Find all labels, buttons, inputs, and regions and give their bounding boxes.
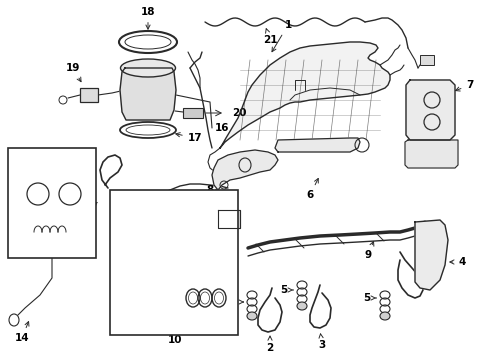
Text: 7: 7: [455, 80, 473, 91]
Text: 8: 8: [206, 185, 217, 201]
Text: 4: 4: [449, 257, 465, 267]
Ellipse shape: [120, 59, 175, 77]
Polygon shape: [414, 220, 447, 290]
Text: 18: 18: [141, 7, 155, 29]
Ellipse shape: [379, 312, 389, 320]
Text: 10: 10: [167, 335, 182, 345]
Text: 21: 21: [262, 29, 277, 45]
Polygon shape: [120, 68, 176, 120]
Text: 6: 6: [306, 179, 318, 200]
Polygon shape: [274, 138, 359, 152]
Text: 19: 19: [66, 63, 81, 82]
Text: 16: 16: [215, 123, 229, 133]
Polygon shape: [220, 42, 389, 148]
Text: 11: 11: [197, 273, 212, 289]
Ellipse shape: [246, 312, 257, 320]
Ellipse shape: [296, 302, 306, 310]
Polygon shape: [404, 140, 457, 168]
Text: 13: 13: [71, 202, 97, 223]
Text: 9: 9: [364, 242, 373, 260]
Bar: [183, 108, 203, 118]
Bar: [419, 55, 433, 65]
Text: 5: 5: [280, 285, 293, 295]
Text: 15: 15: [23, 160, 49, 180]
Polygon shape: [212, 150, 278, 190]
Text: 12: 12: [181, 301, 195, 317]
Text: 5: 5: [230, 297, 243, 307]
Bar: [8, 148, 96, 258]
Text: 1: 1: [271, 20, 291, 52]
Bar: [110, 190, 238, 335]
Text: 2: 2: [266, 336, 273, 353]
Text: 20: 20: [231, 108, 246, 118]
Text: 14: 14: [15, 321, 29, 343]
Polygon shape: [405, 80, 454, 140]
Text: 17: 17: [175, 133, 202, 143]
Text: 12: 12: [218, 308, 233, 323]
Bar: [80, 88, 98, 102]
Text: 3: 3: [318, 334, 325, 350]
Polygon shape: [218, 210, 240, 228]
Text: 5: 5: [363, 293, 375, 303]
